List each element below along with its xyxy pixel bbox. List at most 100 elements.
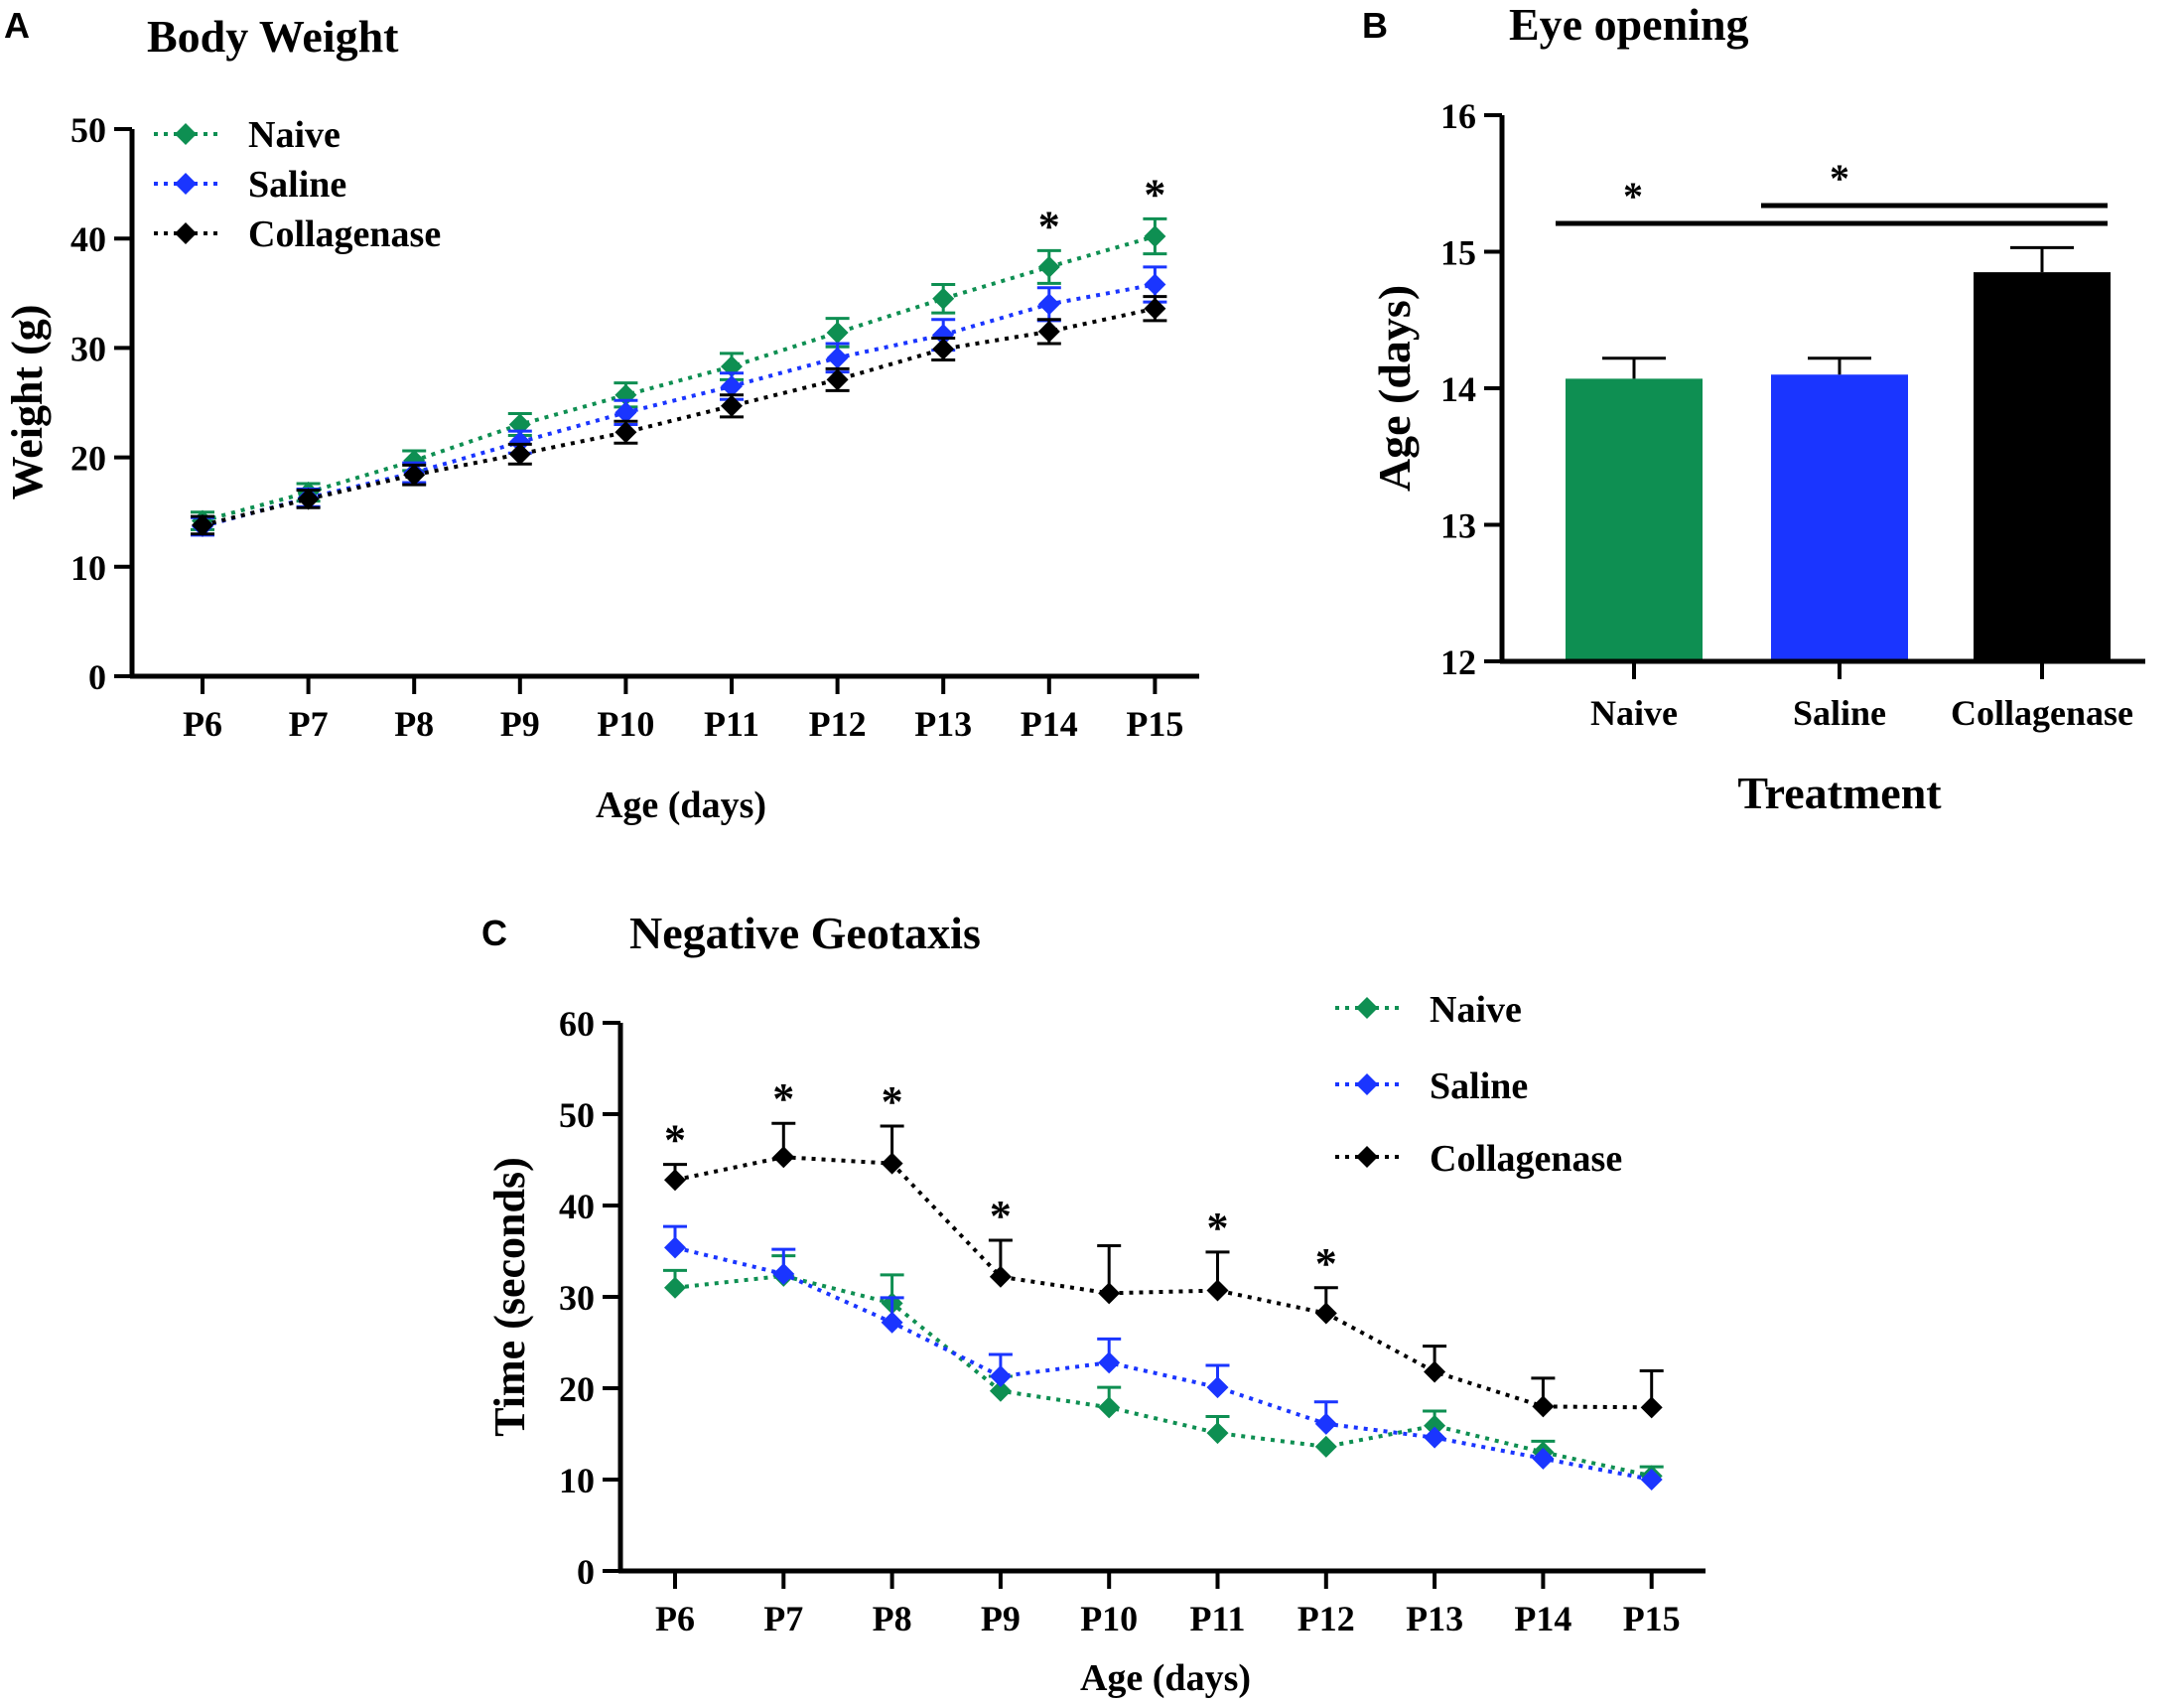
x-tick-label: P13 bbox=[914, 704, 972, 744]
panel-c-negative-geotaxis: C Negative Geotaxis 0 10 20 30 40 50 60 P6 P7 P8… bbox=[481, 908, 1706, 1699]
data-point bbox=[1424, 1414, 1446, 1437]
panel-a-y-label: Weight (g) bbox=[3, 305, 52, 500]
data-point bbox=[1424, 1426, 1446, 1449]
legend-label-naive: Naive bbox=[1430, 989, 1522, 1031]
y-tick-label: 15 bbox=[1440, 233, 1476, 273]
panel-b-label: B bbox=[1362, 5, 1388, 46]
data-point bbox=[826, 368, 849, 391]
data-point bbox=[664, 1169, 686, 1192]
panel-c-annotations: * * * * * * bbox=[664, 1074, 1337, 1288]
data-point bbox=[721, 374, 743, 397]
series-line-collagenase bbox=[674, 1155, 1652, 1410]
data-point bbox=[614, 421, 637, 444]
data-point bbox=[1206, 1376, 1229, 1399]
y-tick-label: 0 bbox=[577, 1552, 595, 1592]
data-point bbox=[826, 347, 849, 369]
data-point bbox=[1037, 320, 1060, 343]
panel-a-annotations: ** bbox=[1038, 170, 1166, 250]
data-point bbox=[1206, 1422, 1229, 1445]
significance-asterisk: * bbox=[1038, 202, 1060, 250]
significance-asterisk: * bbox=[664, 1116, 686, 1165]
data-point bbox=[1640, 1469, 1663, 1491]
y-tick-label: 30 bbox=[70, 329, 106, 368]
legend-marker-naive bbox=[175, 123, 197, 145]
series-line-collagenase bbox=[202, 306, 1156, 527]
data-point bbox=[932, 287, 955, 310]
significance-asterisk: * bbox=[1830, 156, 1849, 201]
data-point bbox=[1424, 1360, 1446, 1383]
legend-label-naive: Naive bbox=[248, 114, 341, 156]
significance-asterisk: * bbox=[1207, 1204, 1229, 1252]
legend-marker-collagenase bbox=[175, 222, 197, 244]
panel-b-eye-opening: B Eye opening 12 13 14 15 16 Naive Saline Coll… bbox=[1362, 0, 2145, 818]
x-tick-label: P7 bbox=[763, 1599, 803, 1638]
panel-b-y-axis: 12 13 14 15 16 bbox=[1440, 96, 1502, 682]
x-tick-label: P10 bbox=[597, 704, 654, 744]
legend-marker-saline bbox=[1356, 1073, 1378, 1095]
x-tick-label: P11 bbox=[1189, 1599, 1245, 1638]
panel-a-body-weight: A Body Weight 0 10 20 30 40 50 P6 P7 P8 P9 P10 P11… bbox=[3, 5, 1199, 826]
data-point bbox=[1037, 293, 1060, 316]
data-point bbox=[989, 1265, 1012, 1288]
y-tick-label: 10 bbox=[559, 1461, 595, 1500]
data-point bbox=[664, 1276, 686, 1299]
data-point bbox=[1640, 1396, 1663, 1419]
data-point bbox=[1144, 224, 1166, 247]
series-naive bbox=[191, 216, 1167, 532]
bar-naive bbox=[1566, 378, 1703, 661]
y-tick-label: 60 bbox=[559, 1004, 595, 1044]
panel-c-series bbox=[663, 1121, 1664, 1491]
panel-c-x-axis: P6 P7 P8 P9 P10 P11 P12 P13 P14 P15 bbox=[655, 1571, 1681, 1638]
data-point bbox=[881, 1311, 903, 1334]
series-line-naive bbox=[674, 1273, 1653, 1479]
x-tick-label: Collagenase bbox=[1951, 693, 2133, 733]
panel-c-legend: Naive Saline Collagenase bbox=[1335, 989, 1622, 1180]
series-line-saline bbox=[674, 1245, 1653, 1482]
panel-c-label: C bbox=[481, 913, 507, 953]
y-tick-label: 12 bbox=[1440, 642, 1476, 682]
panel-c-y-label: Time (seconds) bbox=[485, 1157, 534, 1437]
data-point bbox=[826, 321, 849, 344]
panel-a-x-axis: P6 P7 P8 P9 P10 P11 P12 P13 P14 P15 bbox=[183, 676, 1183, 744]
series-collagenase bbox=[663, 1121, 1664, 1419]
series-line-naive bbox=[202, 234, 1156, 523]
data-point bbox=[1314, 1412, 1337, 1435]
data-point bbox=[1098, 1282, 1121, 1305]
data-point bbox=[1206, 1279, 1229, 1302]
legend-label-saline: Saline bbox=[1430, 1065, 1528, 1107]
data-point bbox=[772, 1263, 795, 1285]
data-point bbox=[932, 324, 955, 347]
panel-c-x-label: Age (days) bbox=[1080, 1657, 1251, 1699]
data-point bbox=[508, 443, 531, 466]
y-tick-label: 13 bbox=[1440, 506, 1476, 546]
panel-b-y-label: Age (days) bbox=[1369, 285, 1420, 492]
y-tick-label: 16 bbox=[1440, 96, 1476, 136]
x-tick-label: P15 bbox=[1126, 704, 1183, 744]
panel-a-series bbox=[191, 216, 1167, 538]
series-collagenase bbox=[191, 295, 1167, 536]
significance-asterisk: * bbox=[882, 1077, 903, 1126]
x-tick-label: P10 bbox=[1080, 1599, 1138, 1638]
panel-b-significance: * * bbox=[1556, 156, 2108, 226]
x-tick-label: P14 bbox=[1514, 1599, 1571, 1638]
data-point bbox=[1098, 1396, 1121, 1419]
significance-asterisk: * bbox=[772, 1074, 794, 1123]
data-point bbox=[192, 513, 213, 536]
data-point bbox=[1144, 273, 1166, 296]
data-point bbox=[403, 464, 426, 487]
data-point bbox=[881, 1152, 903, 1175]
data-point bbox=[1144, 297, 1166, 320]
x-tick-label: P14 bbox=[1021, 704, 1078, 744]
x-tick-label: P6 bbox=[655, 1599, 695, 1638]
data-point bbox=[1098, 1351, 1121, 1374]
y-tick-label: 20 bbox=[559, 1369, 595, 1409]
x-tick-label: P12 bbox=[809, 704, 867, 744]
data-point bbox=[772, 1146, 795, 1169]
y-tick-label: 40 bbox=[70, 219, 106, 259]
series-saline bbox=[663, 1224, 1663, 1491]
x-tick-label: P9 bbox=[500, 704, 540, 744]
legend-marker-naive bbox=[1356, 997, 1378, 1019]
legend-label-saline: Saline bbox=[248, 164, 346, 206]
x-tick-label: P8 bbox=[873, 1599, 912, 1638]
